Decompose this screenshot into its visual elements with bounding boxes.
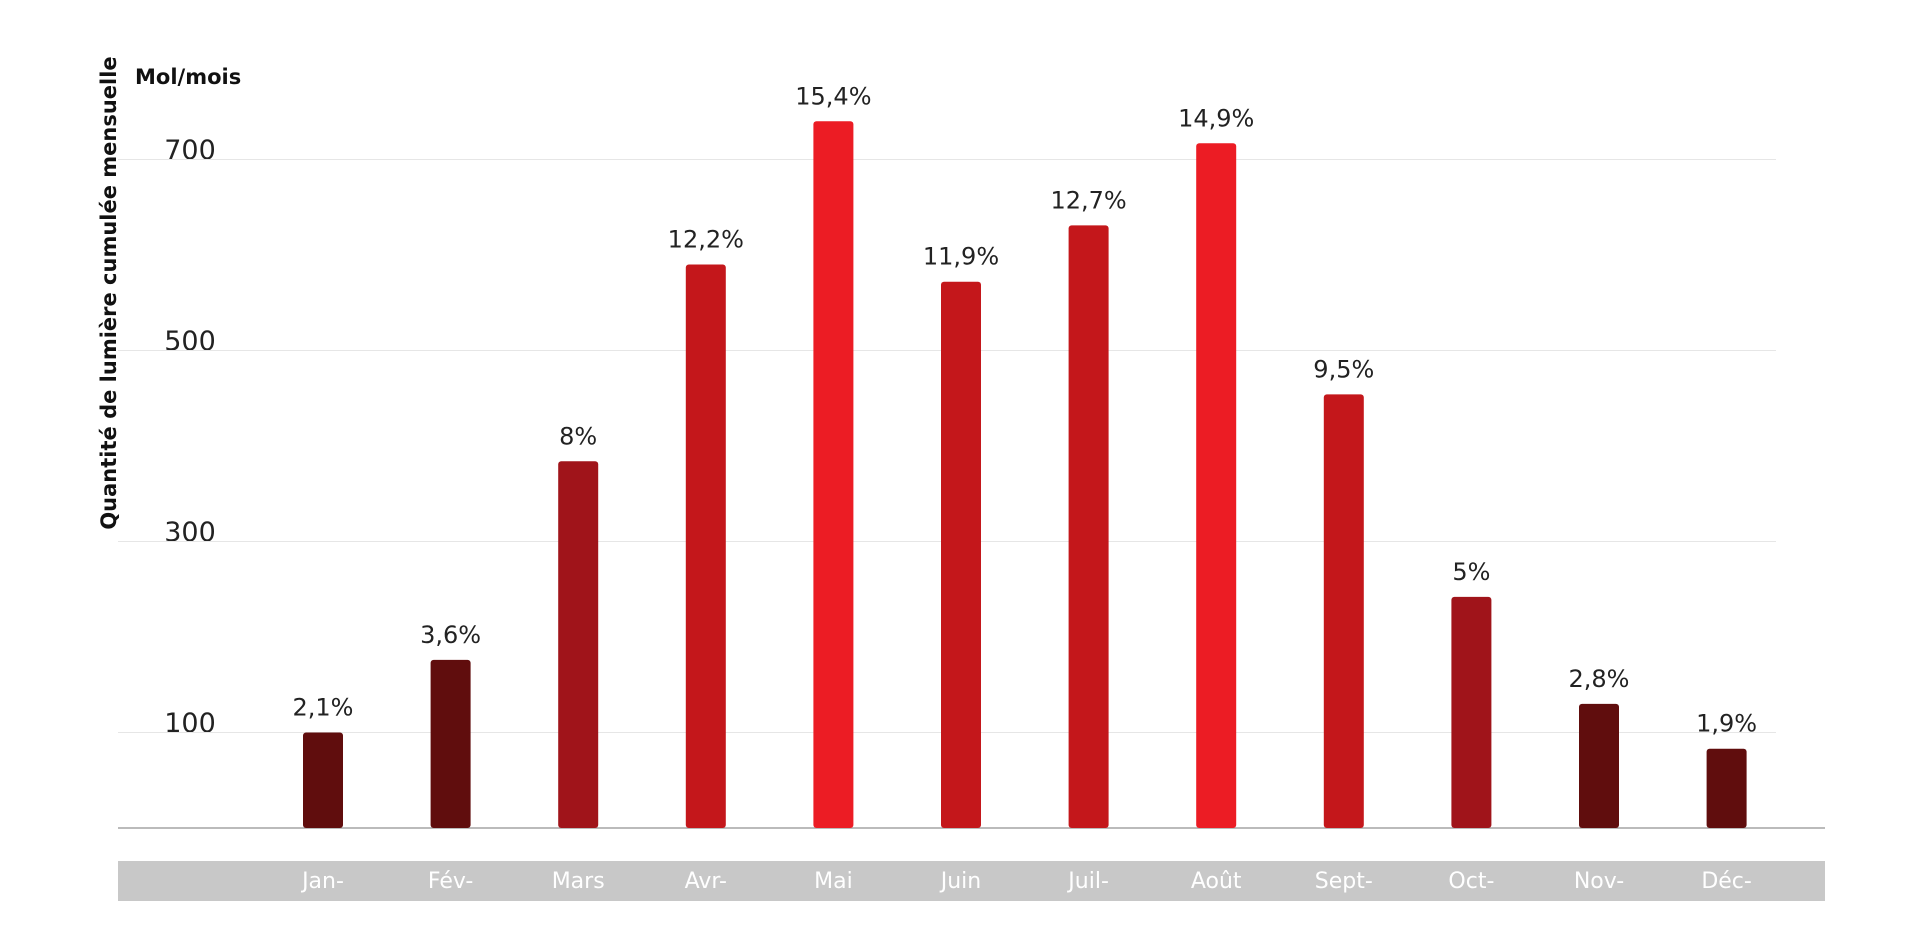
y-tick-label: 100	[164, 708, 216, 739]
bar	[1451, 596, 1492, 828]
y-tick-label: 500	[164, 326, 216, 357]
x-tick-label: Avr-	[685, 869, 727, 894]
bar-label: 15,4%	[795, 82, 871, 110]
unit-label: Mol/mois	[135, 65, 241, 89]
bar	[941, 281, 981, 828]
bar	[430, 659, 471, 828]
x-tick-label: Mai	[814, 869, 853, 894]
bar-label: 1,9%	[1696, 710, 1757, 738]
x-tick-label: Août	[1191, 869, 1242, 894]
x-tick-label: Mars	[552, 869, 605, 894]
bar-label: 3,6%	[420, 621, 481, 649]
bar	[813, 121, 854, 829]
y-axis-label: Quantité de lumière cumulée mensuelle	[97, 56, 121, 529]
bar-label: 9,5%	[1313, 355, 1374, 383]
bar-label: 2,8%	[1569, 665, 1630, 693]
y-tick-label: 700	[164, 135, 216, 166]
x-tick-label: Juin	[939, 869, 982, 894]
x-tick-label: Déc-	[1701, 869, 1752, 894]
bar	[1706, 748, 1747, 828]
bar-label: 5%	[1452, 558, 1490, 586]
bar	[1579, 703, 1619, 828]
bar	[1068, 225, 1109, 828]
bar-label: 8%	[559, 422, 597, 450]
bar	[303, 732, 343, 828]
bar	[1323, 394, 1364, 828]
bar-label: 12,2%	[668, 226, 744, 254]
bar-label: 12,7%	[1050, 186, 1126, 214]
bar	[685, 264, 726, 828]
bar-label: 14,9%	[1178, 104, 1254, 132]
category-band	[118, 861, 1825, 901]
x-tick-label: Fév-	[428, 869, 473, 894]
y-tick-label: 300	[164, 517, 216, 548]
bar	[558, 461, 599, 828]
bar	[1196, 143, 1237, 828]
x-tick-label: Juil-	[1066, 869, 1109, 894]
x-tick-label: Jan-	[300, 869, 344, 894]
bar-label: 2,1%	[293, 694, 354, 722]
x-tick-label: Nov-	[1574, 869, 1624, 894]
bar-label: 11,9%	[923, 243, 999, 271]
x-tick-label: Sept-	[1315, 869, 1373, 894]
x-tick-label: Oct-	[1448, 869, 1494, 894]
